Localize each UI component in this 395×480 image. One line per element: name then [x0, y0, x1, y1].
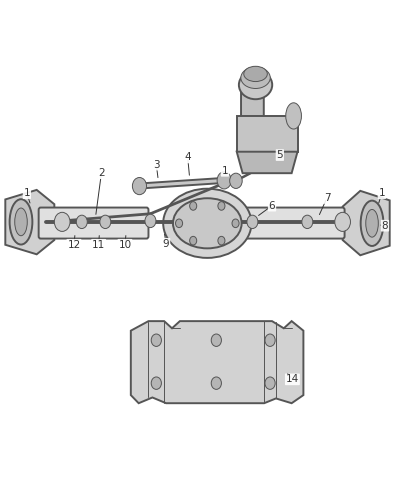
Circle shape [335, 212, 350, 231]
Polygon shape [342, 191, 390, 255]
Text: 10: 10 [118, 240, 132, 250]
Ellipse shape [15, 208, 27, 236]
Circle shape [218, 236, 225, 245]
Ellipse shape [173, 198, 242, 248]
Polygon shape [131, 321, 303, 403]
Polygon shape [5, 190, 55, 254]
Polygon shape [237, 152, 297, 173]
Text: 8: 8 [382, 221, 388, 231]
Ellipse shape [239, 71, 272, 99]
Circle shape [265, 377, 275, 389]
Circle shape [175, 219, 182, 228]
FancyBboxPatch shape [241, 81, 264, 154]
Circle shape [100, 215, 111, 228]
Circle shape [211, 377, 222, 389]
Circle shape [247, 215, 258, 228]
Circle shape [145, 214, 156, 228]
Text: 3: 3 [153, 159, 160, 169]
Circle shape [229, 173, 242, 189]
Text: 1: 1 [378, 188, 385, 198]
Circle shape [218, 202, 225, 210]
Circle shape [76, 215, 87, 228]
Circle shape [217, 172, 231, 189]
Circle shape [132, 178, 147, 195]
Text: 1: 1 [222, 166, 228, 176]
Ellipse shape [286, 103, 301, 129]
FancyBboxPatch shape [221, 207, 344, 239]
Text: 11: 11 [92, 240, 105, 250]
Circle shape [211, 334, 222, 347]
Text: 14: 14 [286, 374, 299, 384]
Ellipse shape [244, 66, 267, 82]
Circle shape [302, 215, 313, 228]
Circle shape [190, 236, 197, 245]
Text: 6: 6 [269, 201, 275, 211]
Ellipse shape [366, 209, 378, 237]
Text: 7: 7 [324, 193, 330, 203]
Ellipse shape [361, 201, 384, 246]
Ellipse shape [163, 189, 252, 258]
Ellipse shape [9, 199, 32, 244]
Circle shape [151, 377, 162, 389]
Text: 2: 2 [98, 168, 105, 178]
Circle shape [232, 219, 239, 228]
FancyBboxPatch shape [39, 207, 149, 239]
Text: 4: 4 [184, 153, 191, 162]
Circle shape [55, 212, 70, 231]
Text: 12: 12 [67, 240, 81, 250]
Circle shape [265, 334, 275, 347]
Polygon shape [137, 178, 227, 189]
Circle shape [151, 334, 162, 347]
Polygon shape [237, 116, 297, 152]
Text: 1: 1 [24, 188, 30, 198]
Text: 9: 9 [163, 239, 169, 249]
Circle shape [190, 202, 197, 210]
Ellipse shape [241, 67, 270, 88]
Text: 5: 5 [276, 150, 283, 160]
